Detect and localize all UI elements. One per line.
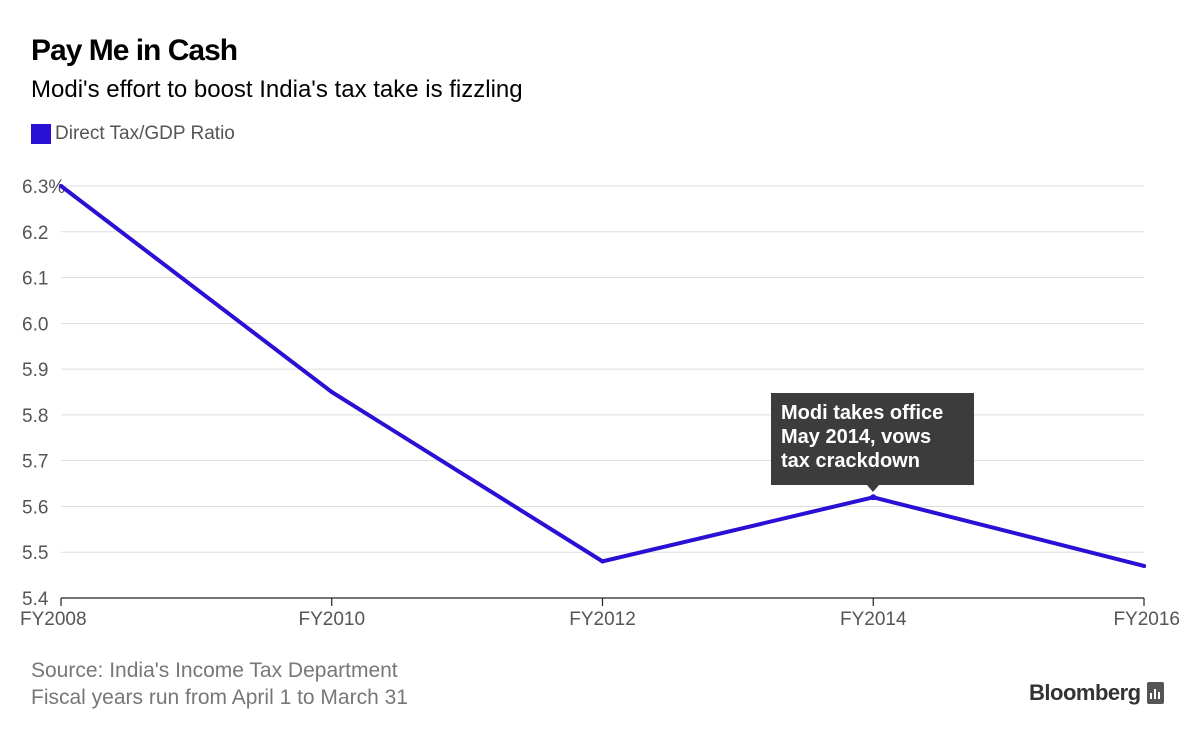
y-tick-label: 6.2	[22, 223, 48, 244]
chart-title: Pay Me in Cash	[31, 34, 238, 67]
series-line	[59, 184, 1146, 568]
annotation-line-2: May 2014, vows	[781, 426, 932, 448]
annotation-marker	[870, 494, 877, 501]
annotation-box: Modi takes office May 2014, vows tax cra…	[771, 393, 974, 485]
x-tick-label: FY2008	[20, 609, 87, 630]
footer: Source: India's Income Tax Department Fi…	[31, 657, 408, 711]
bloomberg-chart-icon	[1146, 682, 1164, 704]
x-tick-label: FY2016	[1113, 609, 1180, 630]
legend: Direct Tax/GDP Ratio	[31, 123, 235, 145]
y-tick-label: 5.5	[22, 543, 48, 564]
y-tick-label: 5.4	[22, 589, 49, 610]
chart-subtitle: Modi's effort to boost India's tax take …	[31, 76, 523, 103]
x-axis: FY2008 FY2010 FY2012 FY2014 FY2016	[20, 597, 1180, 630]
data-point	[600, 559, 605, 564]
source-note: Source: India's Income Tax Department	[31, 659, 398, 682]
series-layer	[59, 184, 1146, 568]
y-axis-ticks: 6.3% 6.2 6.1 6.0 5.9 5.8 5.7 5.6 5.5 5.4	[22, 177, 65, 610]
fiscal-year-note: Fiscal years run from April 1 to March 3…	[31, 686, 408, 709]
y-tick-label: 5.7	[22, 452, 48, 473]
y-tick-label: 6.0	[22, 314, 48, 335]
y-tick-label: 5.9	[22, 360, 48, 381]
annotation-line-3: tax crackdown	[781, 450, 920, 472]
x-tick-label: FY2010	[298, 609, 365, 630]
annotation-line-1: Modi takes office	[781, 402, 944, 424]
data-point	[59, 184, 63, 188]
x-tick-label: FY2012	[569, 609, 636, 630]
y-tick-label: 6.1	[22, 269, 48, 290]
legend-label: Direct Tax/GDP Ratio	[55, 123, 235, 144]
x-tick-label: FY2014	[840, 609, 907, 630]
brand-name: Bloomberg	[1029, 680, 1141, 705]
grid-lines	[61, 185, 1144, 553]
annotation-pointer	[867, 485, 879, 492]
brand: Bloomberg	[1029, 680, 1164, 706]
legend-swatch	[31, 124, 51, 144]
y-tick-label: 5.8	[22, 406, 48, 427]
data-point	[329, 390, 334, 394]
y-tick-label: 6.3%	[22, 177, 65, 198]
data-point	[1142, 563, 1146, 568]
y-tick-label: 5.6	[22, 497, 48, 518]
